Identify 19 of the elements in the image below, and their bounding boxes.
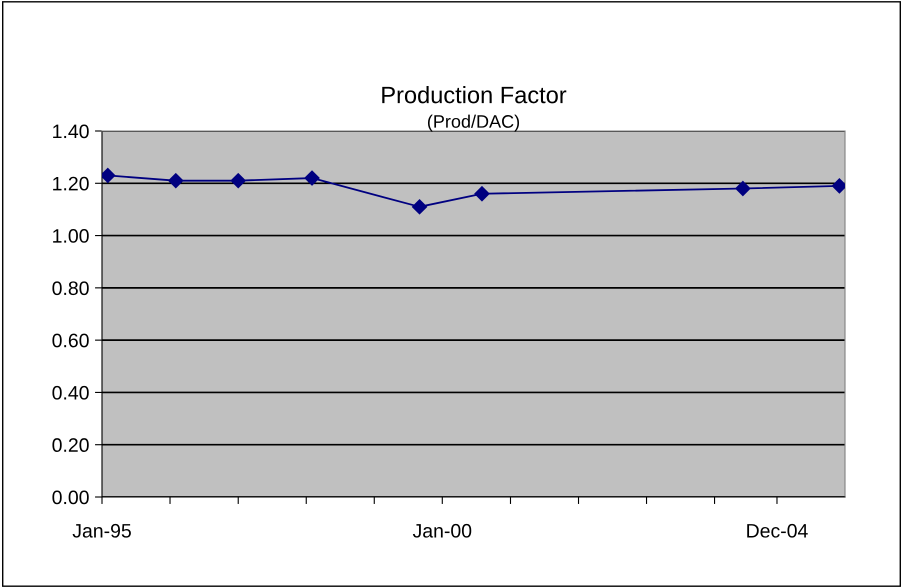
y-tick-label: 0.00: [52, 490, 89, 504]
y-tick-label: 1.40: [53, 124, 89, 138]
y-tick-label: 0.20: [52, 438, 89, 452]
point: [735, 180, 750, 196]
y-tick-label: 0.80: [52, 281, 89, 296]
point: [412, 199, 428, 214]
y-tick-label: 0.60: [52, 334, 89, 348]
x-tick-label: Jan-00: [412, 524, 472, 538]
x-tick-label: Dec-04: [747, 524, 808, 538]
y-tick-label: 0.40: [52, 386, 89, 400]
point: [168, 173, 184, 188]
point: [304, 170, 320, 186]
x-tick-label: Jan-95: [72, 524, 131, 538]
point: [230, 173, 246, 188]
y-tick-label: 1.00: [53, 229, 89, 243]
chart-subtitle: (Prod/DAC): [428, 114, 520, 132]
chart-title: Production Factor: [382, 86, 566, 104]
point: [474, 186, 490, 202]
y-tick-label: 1.20: [53, 176, 89, 191]
